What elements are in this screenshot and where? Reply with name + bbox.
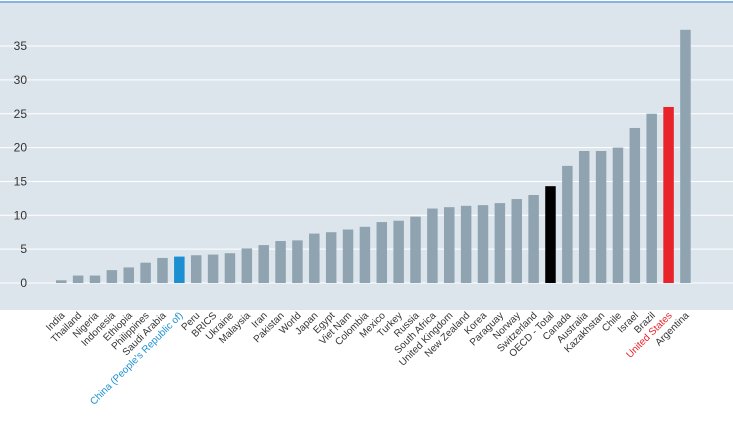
y-tick-label-5: 5 [20, 242, 27, 256]
bar-indonesia [106, 270, 118, 283]
bar-brazil [646, 113, 657, 283]
bar-canada [562, 165, 573, 283]
bar-switzerland [528, 194, 539, 283]
bar-thailand [72, 275, 84, 283]
bar-japan [309, 233, 320, 283]
bar-kazakhstan [595, 150, 607, 283]
bar-egypt [325, 232, 337, 283]
y-tick-label-35: 35 [14, 39, 28, 53]
bar-malaysia [241, 248, 253, 283]
bar-korea [477, 205, 489, 283]
bar-ukraine [224, 253, 236, 283]
bar-pakistan [275, 241, 286, 283]
bar-russia [410, 216, 421, 283]
y-tick-label-20: 20 [14, 141, 28, 155]
y-tick-label-30: 30 [14, 73, 28, 87]
bar-paraguay [494, 203, 506, 283]
y-tick-label-10: 10 [14, 208, 28, 222]
bars [56, 29, 691, 283]
x-axis-labels: IndiaThailandNigeriaIndonesiaEthiopiaPhi… [44, 310, 692, 407]
bar-ethiopia [123, 267, 134, 283]
bar-israel [629, 127, 641, 283]
bar-nigeria [89, 275, 101, 283]
bar-brics [207, 254, 219, 283]
bar-australia [578, 150, 590, 283]
bar-united-kingdom [444, 207, 455, 283]
bar-oecd-total [545, 186, 556, 283]
bar-philippines [140, 262, 151, 283]
bar-argentina [680, 29, 691, 283]
bar-colombia [359, 226, 371, 283]
bar-peru [190, 255, 202, 283]
bar-viet-nam [342, 229, 354, 283]
bar-china-people-s-republic-of [174, 256, 185, 283]
bar-mexico [376, 222, 388, 283]
bar-chile [612, 147, 624, 283]
bar-turkey [393, 220, 404, 283]
bar-saudi-arabia [157, 257, 168, 283]
bar-south-africa [427, 208, 438, 283]
bar-iran [258, 245, 269, 283]
bar-united-states [663, 106, 674, 283]
y-tick-label-15: 15 [14, 174, 28, 188]
bar-india [56, 280, 67, 283]
y-axis-ticks: 0 5 10 15 20 25 30 35 [14, 39, 28, 290]
bar-new-zealand [460, 205, 472, 283]
bar-norway [511, 199, 522, 283]
y-tick-label-25: 25 [14, 107, 28, 121]
y-tick-label-0: 0 [20, 276, 27, 290]
bar-world [292, 240, 303, 283]
